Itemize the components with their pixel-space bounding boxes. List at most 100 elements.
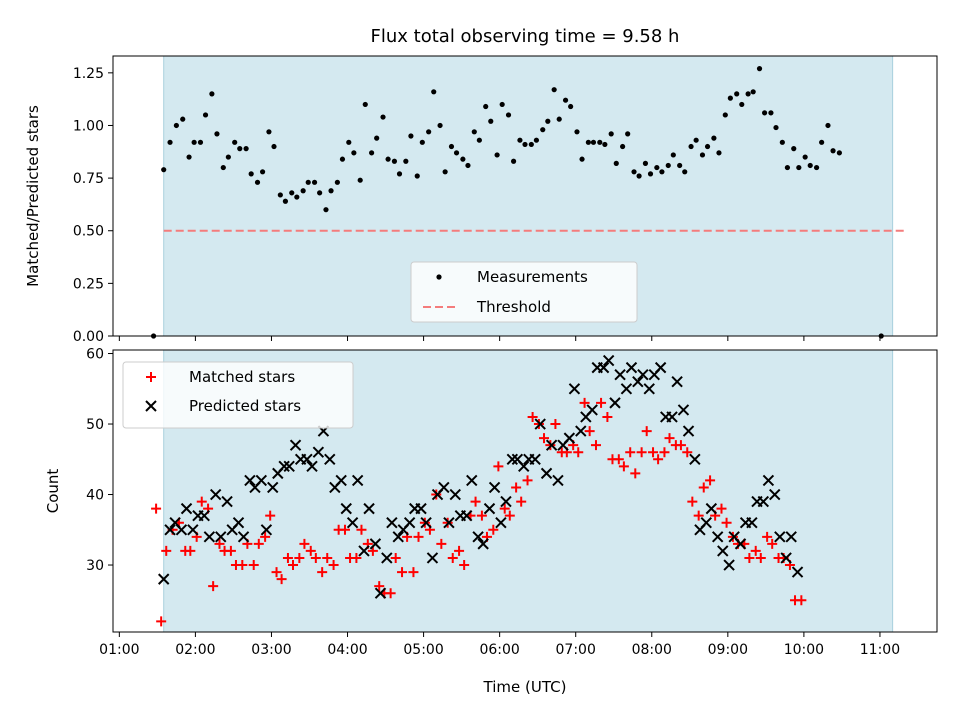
data-point (705, 502, 718, 515)
data-point (647, 171, 654, 177)
data-point (653, 454, 664, 465)
legend-label: Threshold (476, 298, 551, 316)
data-point (510, 158, 517, 164)
data-point (540, 127, 546, 133)
y-tick-label: 50 (86, 417, 104, 433)
data-point (699, 152, 706, 158)
data-point (522, 475, 533, 486)
data-point (442, 169, 448, 175)
data-point (220, 164, 226, 171)
data-point (460, 509, 473, 522)
data-point (511, 482, 522, 493)
data-point (641, 426, 652, 437)
data-point (693, 510, 704, 521)
data-point (221, 495, 233, 508)
data-point (294, 552, 305, 563)
data-point (533, 137, 540, 143)
data-point (362, 101, 368, 108)
data-point (739, 101, 745, 108)
plot-frame (112, 349, 938, 633)
data-point (750, 89, 756, 95)
data-point (750, 545, 761, 556)
y-tick-label: 1.25 (73, 66, 104, 82)
data-point (551, 87, 557, 93)
data-point (488, 481, 501, 494)
legend-marker (436, 274, 442, 280)
data-point (260, 531, 271, 542)
data-point (632, 376, 644, 388)
data-point (390, 552, 401, 563)
data-point (447, 552, 458, 563)
data-point (356, 524, 367, 535)
data-point (453, 150, 460, 156)
data-point (700, 517, 712, 529)
data-point (618, 461, 629, 472)
data-point (271, 143, 277, 150)
data-point (642, 160, 649, 166)
data-point (324, 453, 336, 465)
data-point (734, 91, 740, 97)
data-point (408, 133, 414, 139)
data-point (317, 567, 328, 578)
data-point (420, 517, 432, 529)
data-point (237, 531, 250, 543)
data-point (460, 156, 466, 162)
data-point (527, 411, 538, 422)
data-point (397, 567, 408, 578)
data-point (711, 135, 717, 141)
series-measurements (150, 66, 884, 339)
data-point (339, 156, 346, 162)
data-point (483, 502, 496, 515)
data-point (562, 97, 569, 103)
data-point (271, 567, 282, 578)
data-point (259, 169, 266, 175)
data-point (517, 137, 523, 143)
data-point (813, 164, 820, 171)
data-point (426, 129, 432, 135)
data-point (449, 488, 461, 501)
data-point (528, 141, 534, 148)
data-point (426, 552, 439, 564)
data-point (385, 156, 391, 162)
data-point (568, 103, 574, 110)
x-tick-label: 08:00 (632, 642, 672, 658)
data-point (289, 190, 295, 196)
data-point (443, 517, 455, 529)
y-tick-label: 0.50 (73, 224, 104, 240)
plot-frame (112, 55, 938, 337)
data-point (301, 453, 313, 465)
data-point (602, 411, 613, 422)
data-point (374, 581, 385, 592)
data-point (237, 146, 243, 152)
data-point (306, 460, 318, 473)
data-point (574, 129, 580, 135)
data-point (317, 190, 323, 196)
data-point (403, 517, 416, 529)
data-point (265, 510, 276, 521)
data-point (351, 552, 362, 563)
data-point (675, 440, 686, 451)
data-point (415, 502, 427, 515)
data-point (294, 194, 300, 200)
data-point (500, 495, 512, 508)
data-point (636, 173, 642, 179)
data-point (225, 154, 231, 160)
data-point (585, 139, 591, 145)
data-point (556, 116, 562, 122)
series-predicted-stars (158, 354, 804, 599)
data-point (339, 524, 350, 535)
data-point (459, 560, 470, 571)
data-point (180, 116, 186, 122)
y-axis-label: Matched/Predicted stars (24, 105, 42, 287)
x-tick-label: 04:00 (327, 642, 367, 658)
data-point (209, 91, 215, 97)
x-tick-label: 10:00 (784, 642, 824, 658)
data-point (266, 129, 272, 135)
data-point (374, 135, 380, 141)
data-point (745, 91, 751, 97)
legend-label: Matched stars (189, 368, 295, 386)
data-point (363, 502, 375, 515)
data-point (774, 531, 786, 543)
data-point (437, 122, 443, 129)
data-point (488, 524, 499, 535)
